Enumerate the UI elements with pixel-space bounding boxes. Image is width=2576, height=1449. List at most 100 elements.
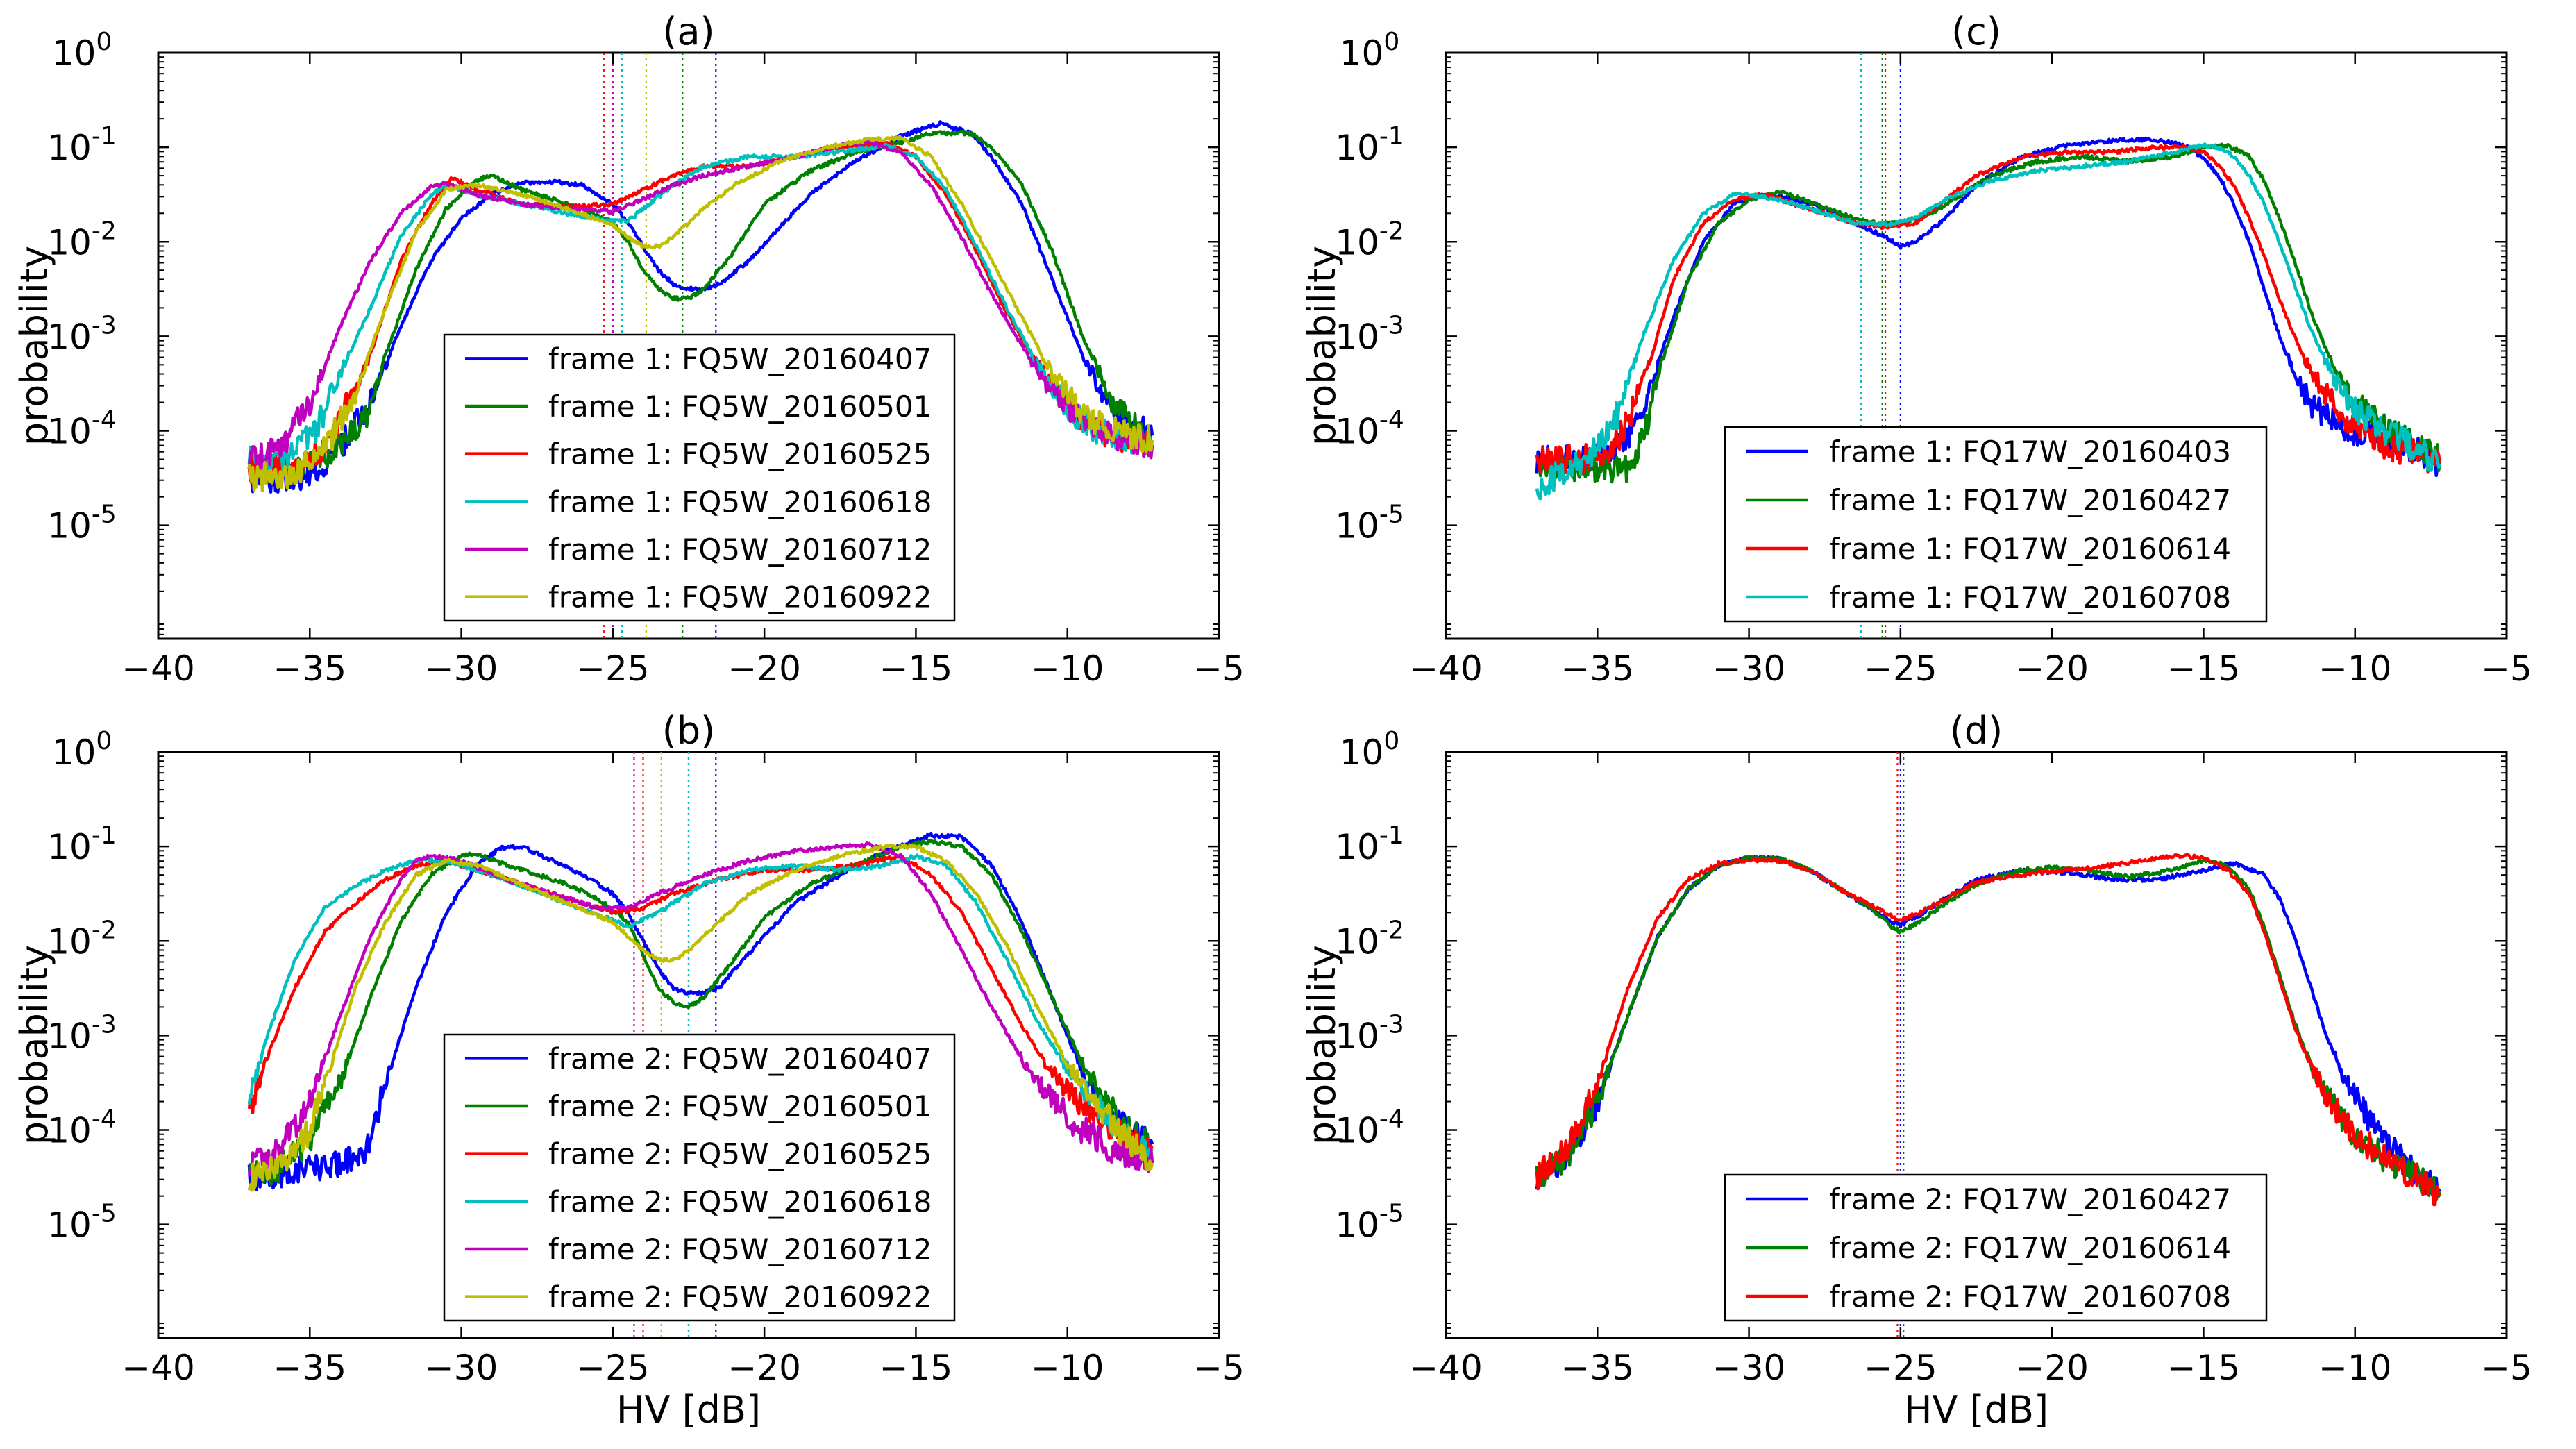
panel-d: −40 −35 −30 −25 −20 −15 −10 −5 10-5 10-4 10-3 10-2 1… [1300,709,2532,1432]
x-tick-label: −10 [2318,648,2392,689]
x-tick-label: −25 [576,648,650,689]
chart-title: (a) [662,10,714,53]
y-tick-label: 10-1 [47,821,117,867]
x-tick-label: −30 [425,648,498,689]
x-tick-label: −35 [273,1348,347,1388]
panel-b: −40 −35 −30 −25 −20 −15 −10 −5 10-5 10-4 10-3 10-2 1… [12,709,1245,1432]
x-tick: −20 [2015,53,2089,689]
x-tick: −10 [2318,53,2392,689]
x-tick: −10 [1031,752,1104,1388]
y-tick-label: 10-1 [47,122,117,168]
x-tick: −40 [1409,53,1483,689]
x-tick: −30 [1712,752,1785,1388]
y-axis-label: probability [1300,945,1344,1145]
x-tick-label: −40 [1409,648,1483,689]
x-tick-label: −25 [576,1348,650,1388]
series-line [247,843,1154,1192]
legend-entry: frame 2: FQ5W_20160525 [548,1137,932,1171]
series-line [247,841,1154,1176]
x-tick: −15 [2167,53,2240,689]
x-tick-label: −40 [121,1348,195,1388]
x-tick: −5 [2481,53,2532,689]
x-tick: −5 [1193,53,1245,689]
legend-entry: frame 2: FQ17W_20160427 [1829,1182,2231,1216]
y-tick-label: 10-1 [1335,821,1404,867]
x-tick-label: −40 [121,648,195,689]
series-line [247,134,1154,493]
series-line [1535,142,2442,484]
series-line [247,853,1154,1164]
legend-entry: frame 1: FQ17W_20160427 [1829,483,2231,517]
x-tick-label: −35 [1561,1348,1635,1388]
legend-entry: frame 2: FQ5W_20160712 [548,1232,932,1266]
x-tick: −30 [1712,53,1786,689]
x-tick: −10 [2318,752,2391,1388]
legend-box [1724,1173,2268,1322]
x-tick: −15 [879,752,953,1388]
panel-c: −40 −35 −30 −25 −20 −15 −10 −5 10-5 10-4 10-3 10-2 1… [1300,10,2532,689]
x-tick-label: −10 [1031,1348,1104,1388]
x-tick: −20 [2015,752,2089,1388]
x-tick: −25 [576,752,650,1388]
x-tick-label: −15 [879,648,953,689]
legend-entry: frame 1: FQ5W_20160922 [548,580,932,614]
y-tick-label: 10-3 [1335,311,1404,357]
x-tick-label: −20 [2015,1348,2089,1388]
x-tick-label: −20 [2015,648,2089,689]
legend-entry: frame 2: FQ5W_20160501 [548,1089,932,1123]
y-tick-label: 100 [52,28,112,74]
legend-entry: frame 1: FQ5W_20160525 [548,437,932,471]
x-tick-label: −10 [1031,648,1104,689]
y-tick-label: 10-2 [1335,916,1404,962]
x-axis-label: HV [dB] [616,1388,761,1432]
series-line [247,140,1154,471]
y-tick-label: 10-4 [47,1105,117,1151]
x-tick: −40 [1409,752,1483,1388]
x-tick: −15 [879,53,953,689]
x-tick-label: −25 [1864,1348,1937,1388]
x-tick: −40 [121,752,195,1388]
x-tick: −25 [1864,752,1937,1388]
y-tick-label: 10-3 [47,1010,117,1056]
y-tick-label: 10-4 [1335,1105,1404,1151]
y-tick: 10-1 [47,122,1219,168]
y-tick-label: 10-5 [47,1200,117,1246]
chart-title: (b) [662,709,715,753]
x-tick-label: −20 [727,1348,801,1388]
x-tick: −5 [2481,752,2532,1388]
x-tick-label: −15 [879,1348,953,1388]
legend-entry: frame 1: FQ5W_20160618 [548,485,932,519]
x-tick-label: −5 [2481,1348,2532,1388]
y-tick: 100 [1340,28,2507,74]
y-tick-label: 10-5 [47,501,117,546]
x-tick-label: −20 [727,648,801,689]
series-line [247,142,1154,474]
y-tick-label: 100 [52,727,112,773]
legend-entry: frame 1: FQ17W_20160708 [1829,580,2231,614]
x-axis-label: HV [dB] [1904,1388,2048,1432]
legend-entry: frame 2: FQ5W_20160618 [548,1184,932,1218]
chart-title: (d) [1950,709,2003,753]
plot-content [1535,752,2442,1338]
x-tick-label: −30 [1712,648,1786,689]
x-tick: −35 [273,53,346,689]
legend-entry: frame 1: FQ5W_20160501 [548,390,932,424]
x-tick: −15 [2167,752,2240,1388]
x-tick-label: −5 [2481,648,2532,689]
x-tick: −25 [1864,53,1937,689]
series-line [247,129,1154,483]
y-axis-label: probability [12,246,56,446]
legend-box [1724,426,2268,623]
legend-entry: frame 1: FQ17W_20160614 [1829,532,2231,566]
plot-content [247,53,1154,639]
x-tick-label: −30 [425,1348,498,1388]
series-line [247,838,1154,1191]
legend-entry: frame 1: FQ17W_20160403 [1829,435,2231,469]
x-tick: −35 [273,752,347,1388]
chart-title: (c) [1951,10,2001,53]
y-tick-label: 10-2 [1335,217,1404,262]
